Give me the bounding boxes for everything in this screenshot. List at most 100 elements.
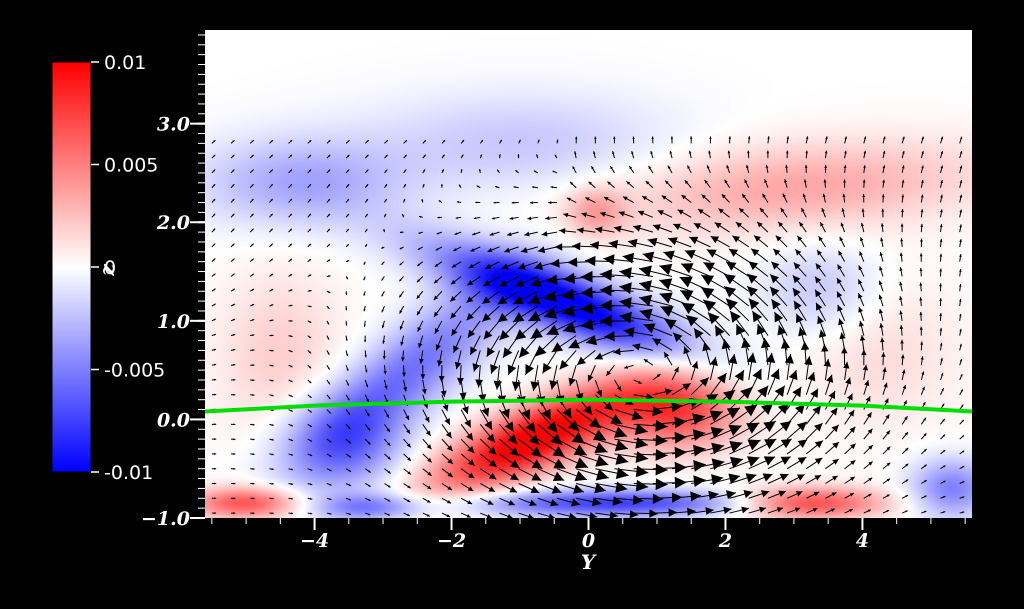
vector-arrow <box>619 282 653 295</box>
vector-head <box>308 259 312 262</box>
vector-arrow <box>825 475 838 484</box>
vector-arrow <box>381 261 385 266</box>
x-tick-label: 0 <box>582 530 595 552</box>
vector-arrow <box>399 305 405 314</box>
vector-head <box>886 478 891 482</box>
vector-arrow <box>748 298 769 322</box>
vector-head <box>730 311 741 323</box>
vector-head <box>348 484 352 486</box>
vector-arrow <box>772 248 788 263</box>
vector-head <box>885 414 890 419</box>
vector-arrow <box>959 313 962 321</box>
vector-arrow <box>381 246 385 249</box>
vector-arrow <box>416 276 424 283</box>
vector-head <box>387 470 391 474</box>
vector-head <box>760 337 771 349</box>
vector-head <box>387 442 391 446</box>
vector-head <box>939 342 943 346</box>
vector-arrow <box>326 198 331 203</box>
vector-head <box>589 417 602 429</box>
vector-arrow <box>882 462 891 470</box>
vector-head <box>427 485 432 490</box>
vector-head <box>905 447 909 452</box>
vector-arrow <box>568 335 596 349</box>
vector-arrow <box>211 482 217 485</box>
vector-head <box>709 136 712 139</box>
vector-head <box>883 136 886 140</box>
vector-arrow <box>639 308 673 322</box>
vector-head <box>623 327 635 338</box>
vector-head <box>483 330 493 340</box>
vector-arrow <box>804 164 808 173</box>
vector-arrow <box>478 169 481 174</box>
vector-head <box>562 321 577 334</box>
vector-arrow <box>816 249 826 262</box>
vector-arrow <box>211 452 217 455</box>
vector-head <box>765 164 769 169</box>
vector-head <box>665 180 669 185</box>
vector-arrow <box>880 237 884 247</box>
vector-head <box>309 395 312 398</box>
vector-head <box>497 312 508 323</box>
vector-head <box>770 274 780 284</box>
vector-head <box>290 289 293 292</box>
vector-head <box>879 252 883 256</box>
vector-arrow <box>668 237 692 248</box>
vector-head <box>403 184 406 187</box>
vector-head <box>878 294 883 300</box>
vector-arrow <box>710 506 732 515</box>
vector-arrow <box>249 139 255 144</box>
vector-arrow <box>590 166 596 174</box>
vector-head <box>437 216 440 219</box>
vector-head <box>798 327 807 337</box>
vector-arrow <box>542 350 558 374</box>
vector-arrow <box>250 364 255 367</box>
vector-head <box>435 344 441 351</box>
vector-arrow <box>939 313 943 321</box>
vector-arrow <box>670 136 674 144</box>
vector-head <box>546 324 560 335</box>
vector-arrow <box>269 198 274 203</box>
vector-arrow <box>230 378 236 381</box>
vector-head <box>626 181 631 185</box>
vector-arrow <box>920 371 925 381</box>
vector-head <box>728 473 741 484</box>
vector-arrow <box>469 335 481 356</box>
vector-arrow <box>416 290 424 300</box>
vector-head <box>882 165 886 169</box>
vector-arrow <box>382 350 386 360</box>
vector-head <box>810 388 819 398</box>
vector-head <box>232 273 235 276</box>
vector-arrow <box>288 319 293 322</box>
vector-arrow <box>569 181 577 189</box>
vector-head <box>882 179 886 183</box>
vector-head <box>527 216 532 221</box>
vector-arrow <box>230 288 236 292</box>
vector-head <box>959 151 963 154</box>
vector-arrow <box>728 248 750 263</box>
vector-arrow <box>940 179 943 188</box>
vector-head <box>450 279 456 285</box>
vector-arrow <box>364 350 367 358</box>
vector-arrow <box>805 405 822 425</box>
vector-head <box>961 450 965 453</box>
vector-head <box>427 471 432 476</box>
vector-head <box>567 257 578 268</box>
vector-head <box>619 311 632 324</box>
vector-arrow <box>307 453 313 457</box>
vector-arrow <box>900 208 904 218</box>
vector-head <box>440 183 443 186</box>
vector-arrow <box>796 235 807 248</box>
vector-head <box>879 323 884 328</box>
vector-head <box>657 210 664 216</box>
vector-head <box>270 184 273 187</box>
vector-head <box>643 323 656 334</box>
vector-head <box>865 396 871 402</box>
vector-head <box>270 198 273 202</box>
vector-head <box>289 243 292 246</box>
vector-arrow <box>403 497 411 503</box>
vector-head <box>728 248 739 257</box>
vector-arrow <box>882 150 886 159</box>
vector-arrow <box>364 183 369 189</box>
vector-head <box>426 513 430 517</box>
